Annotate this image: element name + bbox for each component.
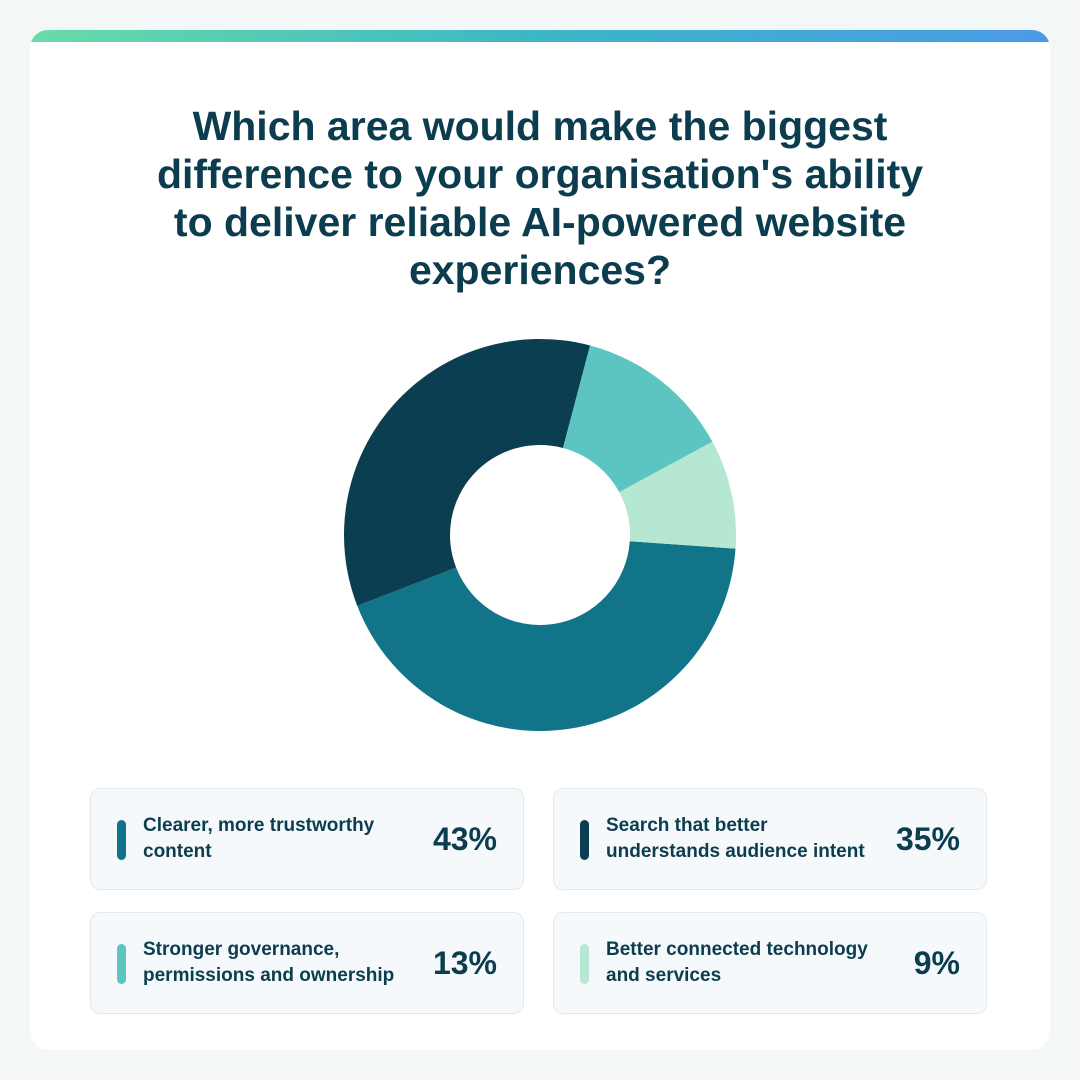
legend-value: 43%: [432, 820, 497, 857]
legend-swatch: [580, 944, 589, 984]
legend-label: Stronger governance, permissions and own…: [143, 939, 395, 986]
legend-swatch: [580, 820, 589, 860]
donut-slice-governance: [562, 345, 713, 493]
legend-item-search-intent: Search that better understands audience …: [553, 788, 987, 890]
legend-value: 35%: [895, 820, 960, 857]
donut-slice-connected-technology: [619, 441, 736, 549]
legend-swatch: [117, 820, 126, 860]
legend-item-trustworthy-content: Clearer, more trustworthy content 43%: [90, 788, 524, 890]
survey-card: Which area would make the biggest differ…: [30, 30, 1050, 1050]
legend-swatch: [117, 944, 126, 984]
legend-value: 13%: [432, 944, 497, 981]
donut-slice-trustworthy-content: [357, 541, 736, 732]
legend-item-governance: Stronger governance, permissions and own…: [90, 912, 524, 1014]
legend-label: Better connected technology and services: [606, 939, 868, 986]
legend-value: 9%: [913, 944, 960, 981]
accent-bar: [30, 30, 1050, 42]
legend-label: Search that better understands audience …: [606, 815, 865, 862]
chart-title: Which area would make the biggest differ…: [156, 103, 924, 293]
legend-label: Clearer, more trustworthy content: [143, 815, 375, 862]
legend-item-connected-technology: Better connected technology and services…: [553, 912, 987, 1014]
donut-slice-search-intent: [344, 338, 591, 606]
donut-chart: [344, 338, 736, 732]
